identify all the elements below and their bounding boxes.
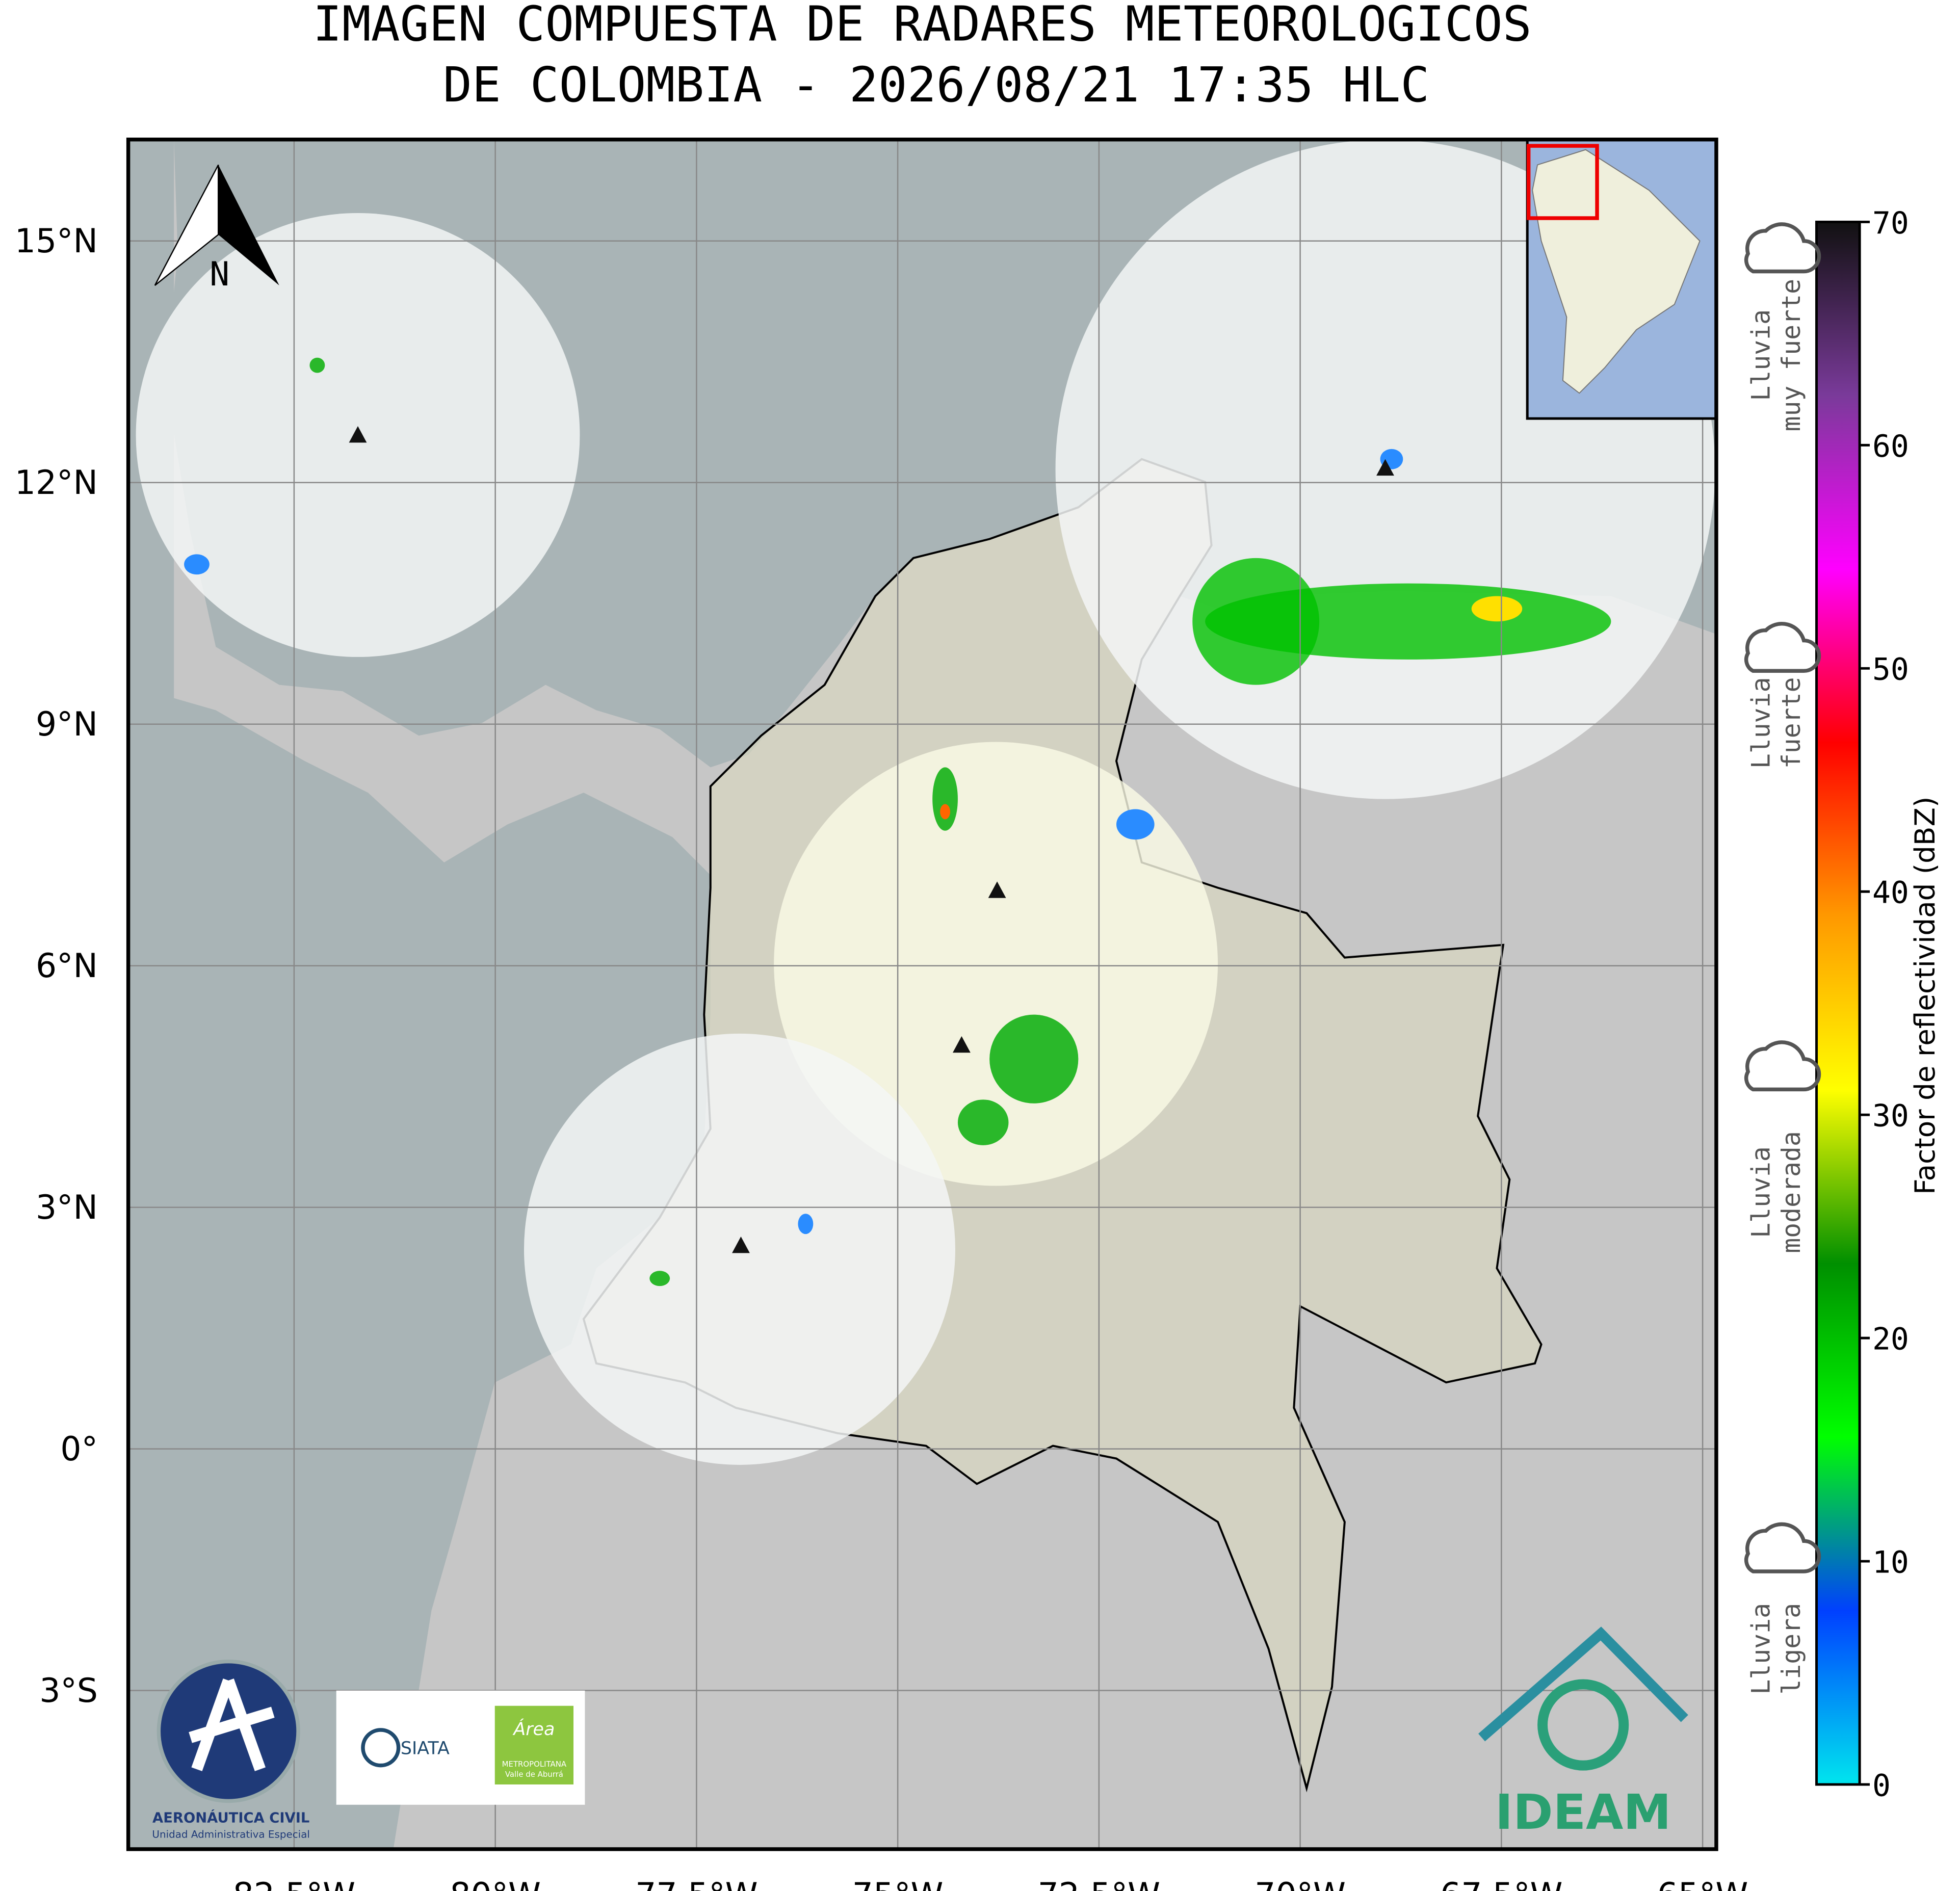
rain-icon: [1744, 1040, 1821, 1092]
logo-text: METROPOLITANA: [502, 1759, 567, 1769]
x-tick-label: 67.5°W: [1440, 1876, 1562, 1891]
colorbar-tick-label: 60: [1872, 429, 1909, 464]
rain-class-label: Lluvia: [1746, 677, 1775, 769]
pacific-ocean: [128, 139, 711, 1849]
colorbar-tick-label: 0: [1872, 1768, 1891, 1803]
rain-class-label: fuerte: [1776, 677, 1806, 769]
logo-text: Valle de Aburrá: [505, 1770, 563, 1779]
rain-icon: [1744, 622, 1821, 673]
y-tick-label: 15°N: [15, 222, 98, 260]
ideam-logo: IDEAM: [1478, 1626, 1688, 1841]
echoes: [184, 357, 1611, 1286]
colorbar-tick-label: 50: [1872, 652, 1909, 688]
y-tick-label: 0°: [60, 1430, 98, 1468]
map-body: N AERONÁUTICA CIVIL Unidad Administrativ…: [128, 139, 1716, 1849]
inset-map: [1526, 139, 1716, 420]
rain-class-label: Lluvia: [1746, 1146, 1775, 1238]
colorbar-label: Factor de reflectividad (dBZ): [1909, 797, 1941, 1195]
aerocivil-logo: AERONÁUTICA CIVIL Unidad Administrativa …: [152, 1659, 310, 1840]
colorbar-tick-label: 70: [1872, 206, 1909, 241]
colorbar-tick-label: 20: [1872, 1322, 1909, 1357]
rain-class-label: Lluvia: [1746, 1603, 1775, 1695]
x-tick-label: 70°W: [1255, 1876, 1346, 1891]
y-tick-label: 3°N: [36, 1189, 98, 1227]
x-tick-label: 77.5°W: [635, 1876, 757, 1891]
y-tick-label: 6°N: [36, 947, 98, 985]
logo-text: SIATA: [401, 1738, 450, 1758]
radar-sites: [349, 426, 1394, 1253]
logo-text: IDEAM: [1495, 1784, 1671, 1841]
rain-icon: [1744, 222, 1821, 274]
logo-text: Unidad Administrativa Especial: [152, 1828, 309, 1840]
colorbar-tick-label: 40: [1872, 876, 1909, 911]
x-tick-label: 72.5°W: [1038, 1876, 1160, 1891]
north-label: N: [210, 255, 229, 294]
x-tick-label: 80°W: [450, 1876, 541, 1891]
logo-text: AERONÁUTICA CIVIL: [152, 1810, 309, 1826]
title: IMAGEN COMPUESTA DE RADARES METEOROLOGIC…: [313, 0, 1532, 52]
radar-coverage: [774, 742, 1218, 1186]
rain-class-label: moderada: [1776, 1131, 1806, 1253]
y-tick-label: 3°S: [39, 1672, 98, 1710]
colorbar: [1815, 220, 1861, 1786]
siata-area-logo: SIATA Área METROPOLITANA Valle de Aburrá: [336, 1690, 585, 1805]
x-tick-label: 82.5°W: [233, 1876, 355, 1891]
rain-class-label: Lluvia: [1746, 309, 1775, 401]
y-tick-label: 12°N: [15, 464, 98, 502]
map-frame: [126, 137, 1718, 1851]
grid: [128, 139, 1716, 1849]
rain-class-label: muy fuerte: [1776, 279, 1806, 432]
x-tick-label: 75°W: [852, 1876, 944, 1891]
logo-text: Área: [512, 1718, 555, 1740]
y-tick-label: 9°N: [36, 705, 98, 744]
rain-class-label: ligera: [1776, 1603, 1806, 1695]
x-tick-label: 65°W: [1657, 1876, 1748, 1891]
title: DE COLOMBIA - 2026/08/21 17:35 HLC: [443, 57, 1429, 113]
rain-icon: [1744, 1522, 1821, 1573]
colorbar-tick-label: 30: [1872, 1099, 1909, 1134]
colorbar-tick-label: 10: [1872, 1545, 1909, 1580]
